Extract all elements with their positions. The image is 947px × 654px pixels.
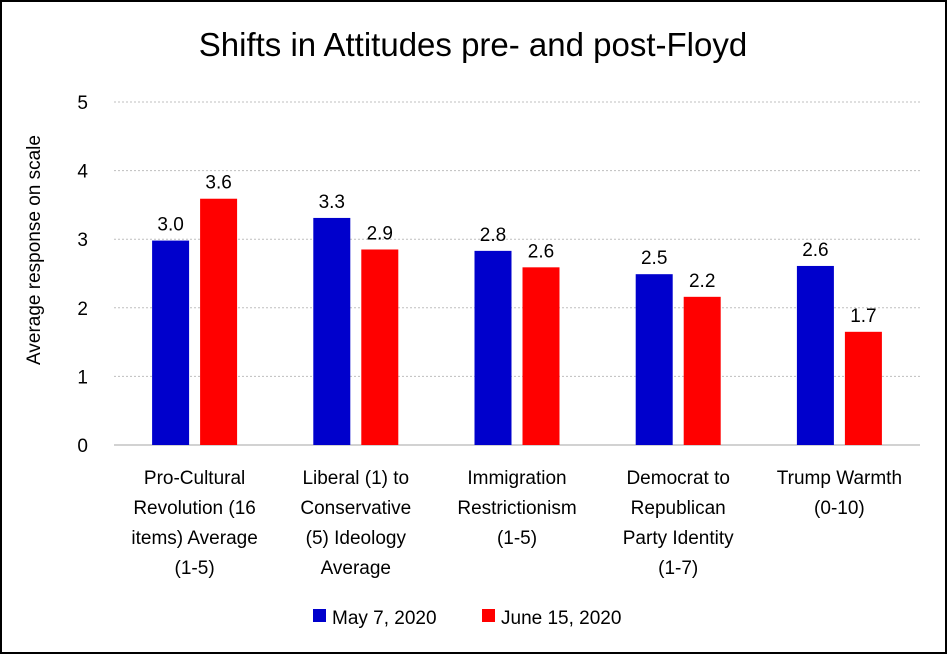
y-tick-label: 5 bbox=[77, 93, 88, 114]
data-label: 2.6 bbox=[528, 241, 554, 262]
data-label: 2.2 bbox=[689, 271, 715, 292]
legend-label: June 15, 2020 bbox=[501, 608, 621, 629]
gridlines bbox=[114, 101, 920, 446]
data-label: 2.6 bbox=[802, 240, 828, 261]
data-label: 1.7 bbox=[850, 306, 876, 327]
data-label: 2.5 bbox=[641, 248, 667, 269]
category-label: Trump Warmth (0-10) bbox=[777, 468, 902, 519]
category-label: Immigration Restrictionism (1-5) bbox=[457, 468, 576, 549]
legend-swatch bbox=[482, 609, 495, 622]
chart-title: Shifts in Attitudes pre- and post-Floyd bbox=[199, 26, 747, 63]
bar bbox=[152, 240, 190, 445]
y-tick-label: 3 bbox=[77, 230, 88, 251]
legend-label: May 7, 2020 bbox=[332, 608, 437, 629]
category-label: Democrat to Republican Party Identity (1-7) bbox=[623, 468, 734, 579]
bar bbox=[522, 267, 560, 445]
y-tick-label: 1 bbox=[77, 367, 88, 388]
category-label: Pro-Cultural Revolution (16 items) Average… bbox=[131, 468, 257, 579]
bar bbox=[200, 198, 238, 445]
data-label: 3.6 bbox=[205, 173, 231, 194]
bar bbox=[635, 274, 673, 445]
bar bbox=[683, 296, 721, 445]
category-labels: Pro-Cultural Revolution (16 items) Average… bbox=[131, 468, 902, 579]
legend-swatch bbox=[313, 609, 326, 622]
data-label: 2.9 bbox=[367, 223, 393, 244]
y-axis-label: Average response on scale bbox=[24, 135, 45, 365]
bar bbox=[313, 217, 351, 445]
y-tick-label: 0 bbox=[77, 436, 88, 457]
y-tick-label: 2 bbox=[77, 299, 88, 320]
y-tick-label: 4 bbox=[77, 162, 88, 183]
data-labels: 3.0 3.6 3.3 2.9 2.8 2.6 2.5 2.2 2.6 1.7 bbox=[157, 173, 876, 327]
legend: May 7, 2020 June 15, 2020 bbox=[313, 608, 621, 629]
bars bbox=[152, 198, 882, 445]
data-label: 3.3 bbox=[319, 192, 345, 213]
bar bbox=[361, 249, 399, 445]
bar bbox=[844, 331, 882, 445]
bar bbox=[796, 265, 834, 445]
data-label: 3.0 bbox=[157, 215, 183, 236]
bar bbox=[474, 250, 512, 445]
data-label: 2.8 bbox=[480, 225, 506, 246]
category-label: Liberal (1) to Conservative (5) Ideology Av… bbox=[300, 468, 411, 579]
y-tick-labels: 0 1 2 3 4 5 bbox=[77, 93, 88, 457]
